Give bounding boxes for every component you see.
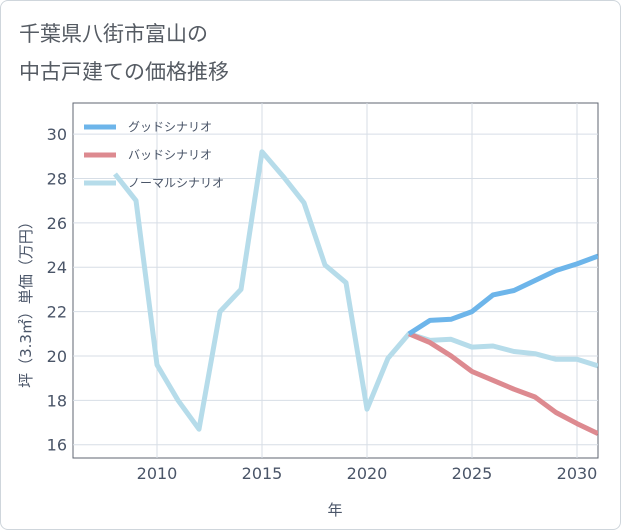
x-tick-label: 2030 xyxy=(557,464,598,483)
series-line xyxy=(113,149,598,432)
series-line xyxy=(407,253,598,336)
chart-title-line2: 中古戸建ての価格推移 xyxy=(19,60,229,84)
series-lines xyxy=(113,149,598,436)
y-tick-label: 22 xyxy=(47,303,67,322)
x-tick-label: 2025 xyxy=(452,464,493,483)
y-axis-label: 坪（3.3㎡）単価（万円） xyxy=(17,214,35,388)
y-gridlines xyxy=(73,133,598,446)
x-tick-labels: 2010 2015 2020 2025 2030 xyxy=(137,464,598,483)
y-tick-label: 30 xyxy=(47,125,67,144)
chart-title-line1: 千葉県八街市富山の xyxy=(19,22,208,46)
legend-item-label: バッドシナリオ xyxy=(128,148,212,162)
y-tick-label: 24 xyxy=(47,258,67,277)
x-tick-label: 2015 xyxy=(242,464,283,483)
y-tick-label: 20 xyxy=(47,347,67,366)
chart-title: 千葉県八街市富山の 中古戸建ての価格推移 xyxy=(19,15,229,91)
legend-item-label: グッドシナリオ xyxy=(128,120,212,134)
series-line xyxy=(408,331,598,436)
y-tick-label: 26 xyxy=(47,214,67,233)
y-tick-label: 18 xyxy=(47,391,67,410)
y-tick-label: 16 xyxy=(47,436,67,455)
legend-item-label: ノーマルシナリオ xyxy=(128,176,224,190)
plot-area xyxy=(72,102,599,459)
x-axis-label: 年 xyxy=(327,501,342,519)
y-tick-label: 28 xyxy=(47,169,67,188)
x-tick-label: 2020 xyxy=(347,464,388,483)
y-tick-labels: 16 18 20 22 24 26 28 30 xyxy=(47,125,67,455)
x-tick-label: 2010 xyxy=(137,464,178,483)
